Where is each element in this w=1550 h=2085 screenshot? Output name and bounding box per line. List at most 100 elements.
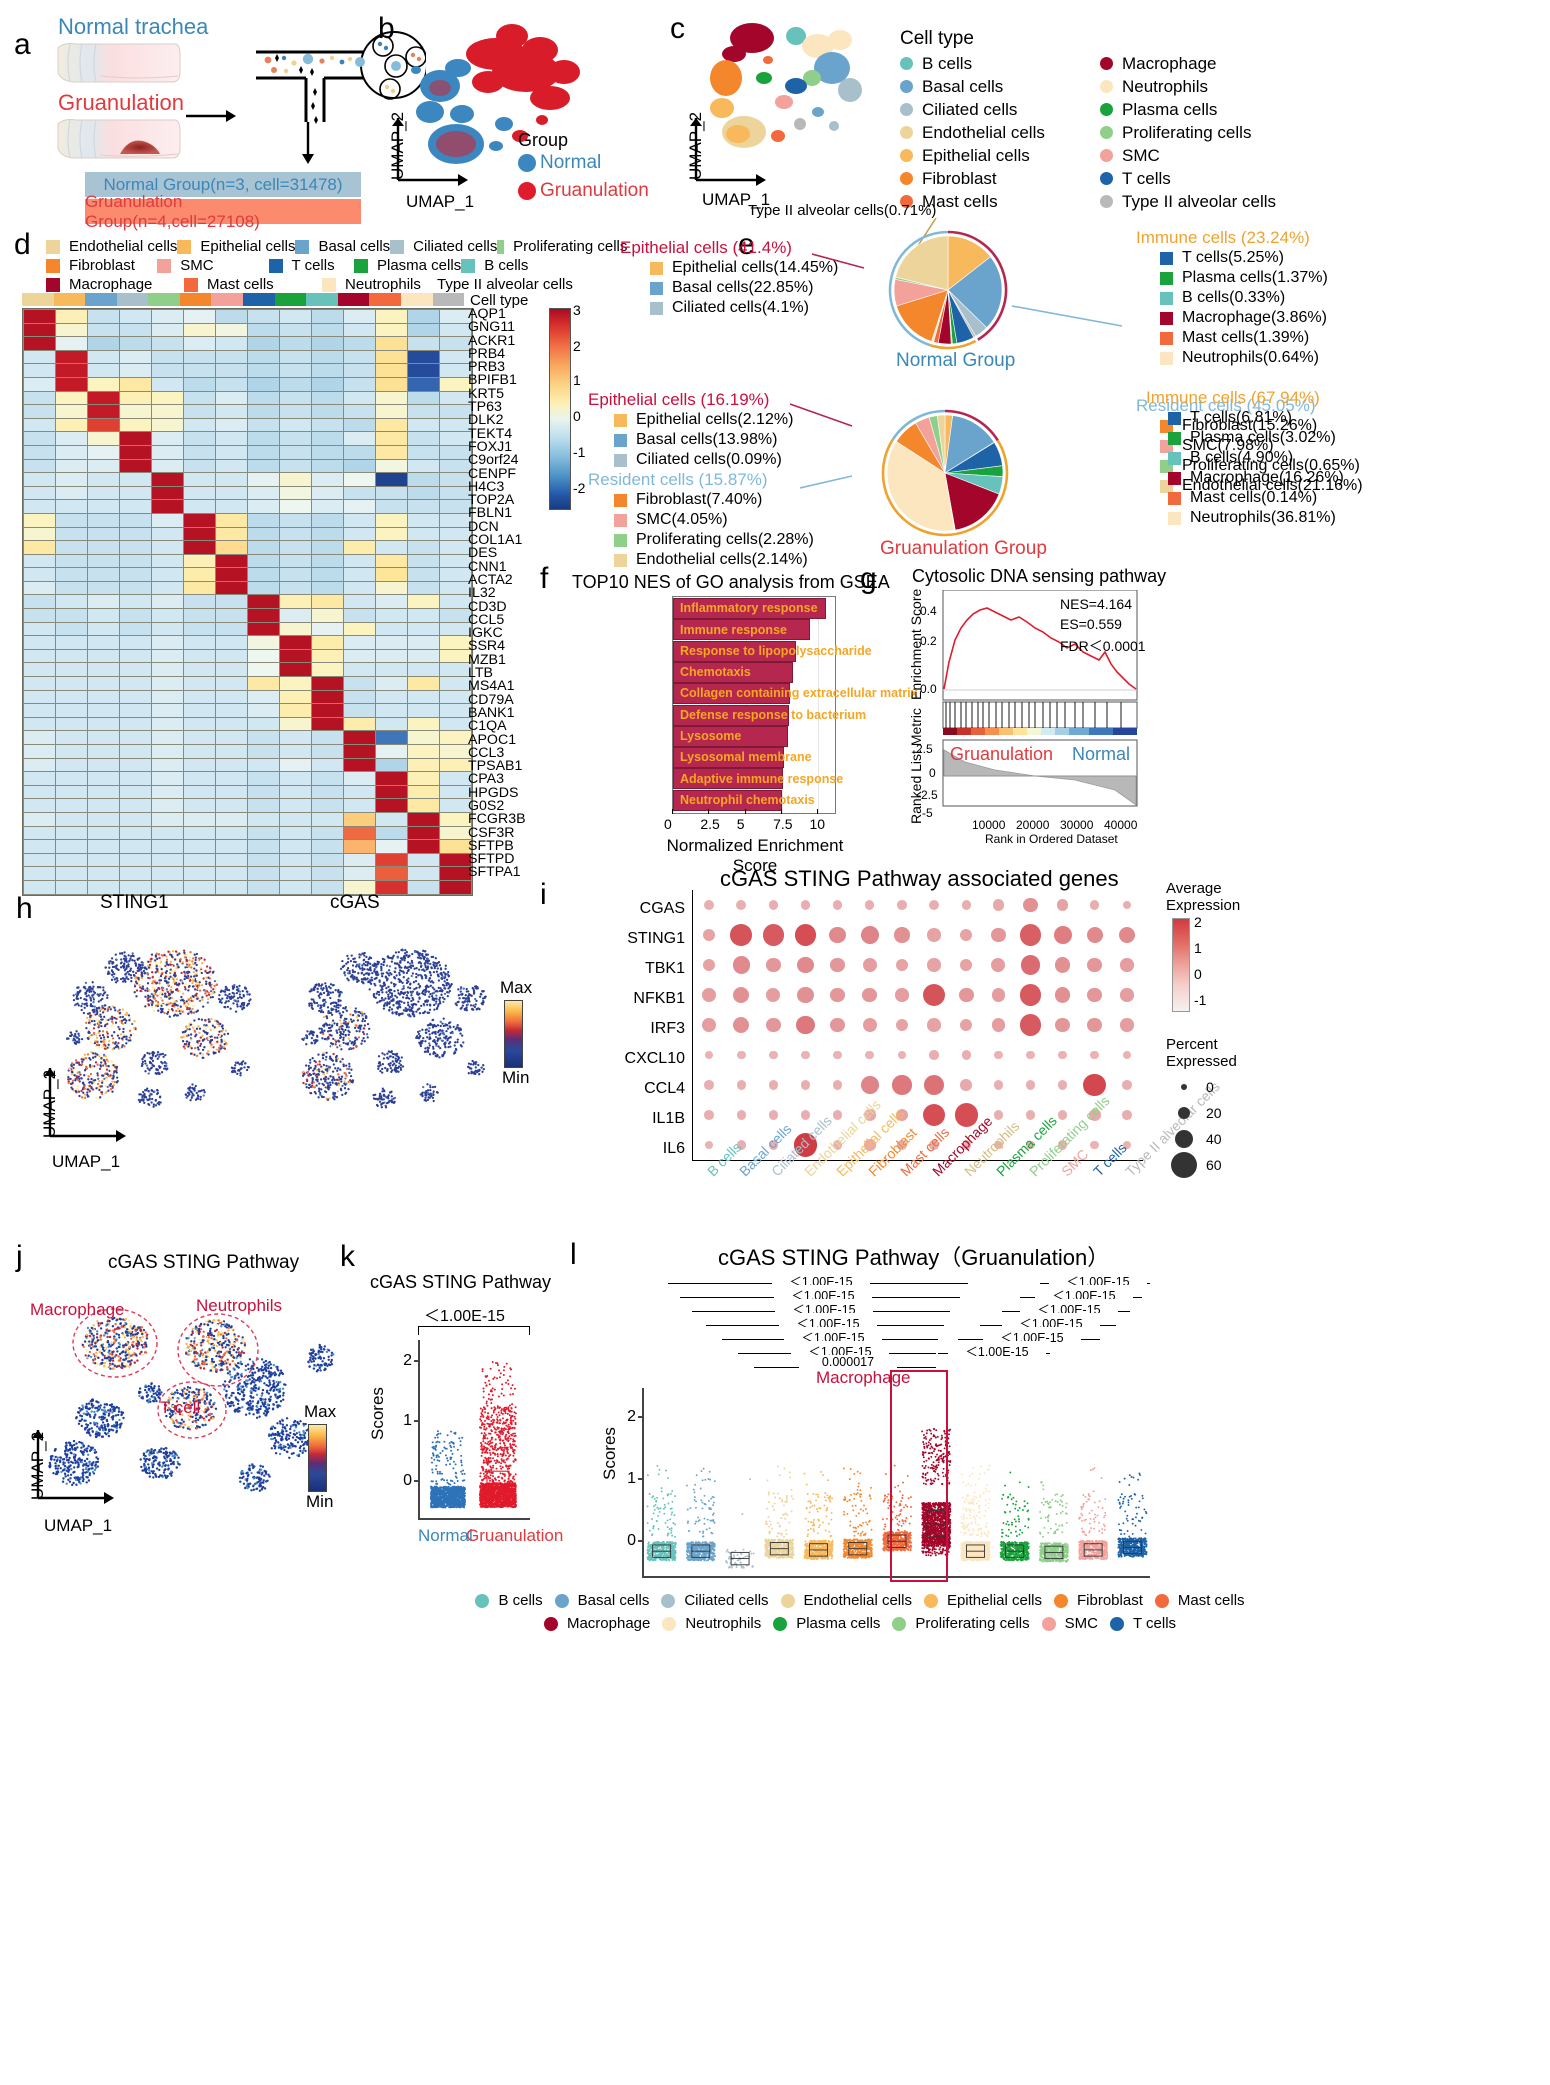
legend-c-10: Proliferating cells [1122,122,1252,142]
heatmap-cell [375,376,408,392]
pie-legend-swatch [614,533,627,547]
heatmap-cell [279,336,312,351]
heatmap-cell [247,485,280,501]
dotplot-dot [796,1015,815,1035]
panel-g-xtick-3: 30000 [1060,818,1094,832]
gsea-bar-label: Response to lipopolysaccharide [680,643,872,658]
heatmap-cell [87,635,120,650]
panel-l-legend-item: T cells [1109,1615,1176,1632]
dotplot-dot [830,987,846,1003]
heatmap-cell [119,648,152,664]
pct-legend-row: 0 [1170,1074,1222,1100]
heatmap-cell [279,757,312,773]
dotplot-dot [991,988,1006,1002]
heatmap-row [23,336,472,351]
heatmap-cell [183,472,216,487]
heatmap-cell [247,594,280,610]
panel-g-ytick-25: 2.5 [916,742,933,756]
heatmap-cell [311,376,344,392]
heatmap-cell [119,553,152,569]
heatmap-cell [23,648,56,664]
heatmap-cell [439,349,472,365]
heatmap-cell [215,784,248,800]
heatmap-cell [119,526,152,542]
heatmap-cell [439,417,472,433]
heatmap-cell [183,553,216,569]
heatmap-cell [23,472,56,487]
heatmap-cell [343,757,376,773]
gene-label: CPA3 [468,771,505,788]
heatmap-cell [311,458,344,474]
panel-d-column-color [116,293,149,306]
panel-b-umap [400,16,630,186]
dotplot-dot [1057,1110,1068,1120]
panel-d-column-color [179,293,212,306]
heatmap-cell [311,444,344,460]
panel-i-gene-labels: CGAS STING1 TBK1 NFKB1 IRF3 CXCL10 CCL4 IL1B IL6 [575,896,685,1166]
microfluidics-illustration [246,30,428,145]
heatmap-cell [183,839,216,854]
dotplot-dot [797,956,814,974]
heatmap-cell [311,499,344,514]
pie-legend-label: Epithelial cells(14.45%) [672,259,839,276]
dotplot-dot [833,1050,842,1060]
gran-res-item: Proliferating cells(2.28%) [614,530,814,550]
boxplot [486,1470,510,1496]
heatmap-cell [375,689,408,705]
heatmap-cell [183,798,216,813]
dotplot-dot [928,899,940,911]
dotplot-dot [768,1110,779,1120]
heatmap-cell [55,621,88,637]
normal-epi-item: Ciliated cells(4.1%) [650,298,838,318]
heatmap-cell [311,825,344,841]
gran-res-item: SMC(4.05%) [614,510,814,530]
normal-pie-leader-left [811,250,872,279]
heatmap-cell [183,376,216,392]
normal-imm-item: Plasma cells(1.37%) [1160,268,1328,288]
heatmap-cell [375,866,408,881]
heatmap-cell [215,852,248,868]
heatmap-cell [215,594,248,610]
heatmap-cell [439,635,472,650]
heatmap-cell [247,322,280,338]
heatmap-cell [119,309,152,324]
heatmap-cell [87,309,120,324]
dotplot-dot [832,1080,843,1090]
heatmap-cell [183,621,216,637]
heatmap-cell [343,431,376,446]
heatmap-cell [23,349,56,365]
heatmap-cell [151,594,184,610]
heatmap-cell [119,825,152,841]
heatmap-cell [279,784,312,800]
gsea-bar-label: Defense response to bacterium [680,707,867,722]
heatmap-cell [215,472,248,487]
panel-j-colorbar [308,1424,327,1492]
heatmap-cell [343,526,376,542]
heatmap-cell [23,703,56,718]
boxplot [1044,1545,1064,1560]
heatmap-row [23,485,472,501]
panel-j-annot-tcell: T cell [160,1398,201,1417]
legend-label: Macrophage [566,1615,651,1632]
heatmap-cell [87,431,120,446]
heatmap-cell [55,431,88,446]
heatmap-cell [247,635,280,650]
heatmap-cell [439,784,472,800]
dotplot-dot [863,1139,876,1151]
heatmap-cell [87,363,120,378]
legend-label: Mast cells [1177,1592,1245,1609]
gsea-bar: Inflammatory response [673,598,827,619]
heatmap-cell [23,309,56,324]
gran-imm-item: Plasma cells(3.02%) [1168,428,1344,448]
panel-g-ytick-04: 0.4 [920,604,937,618]
panel-label-k: k [340,1240,355,1273]
heatmap-cell [343,825,376,841]
heatmap-cell [311,594,344,610]
panel-j-ylabel: UMAP_2 [28,1431,47,1500]
gran-pie-leader-res [799,470,860,499]
neutrophils-outline [177,1313,259,1387]
dotplot-dot [954,1103,978,1127]
heatmap-cell [343,635,376,650]
heatmap-cell [215,512,248,528]
heatmap-cell [151,376,184,392]
